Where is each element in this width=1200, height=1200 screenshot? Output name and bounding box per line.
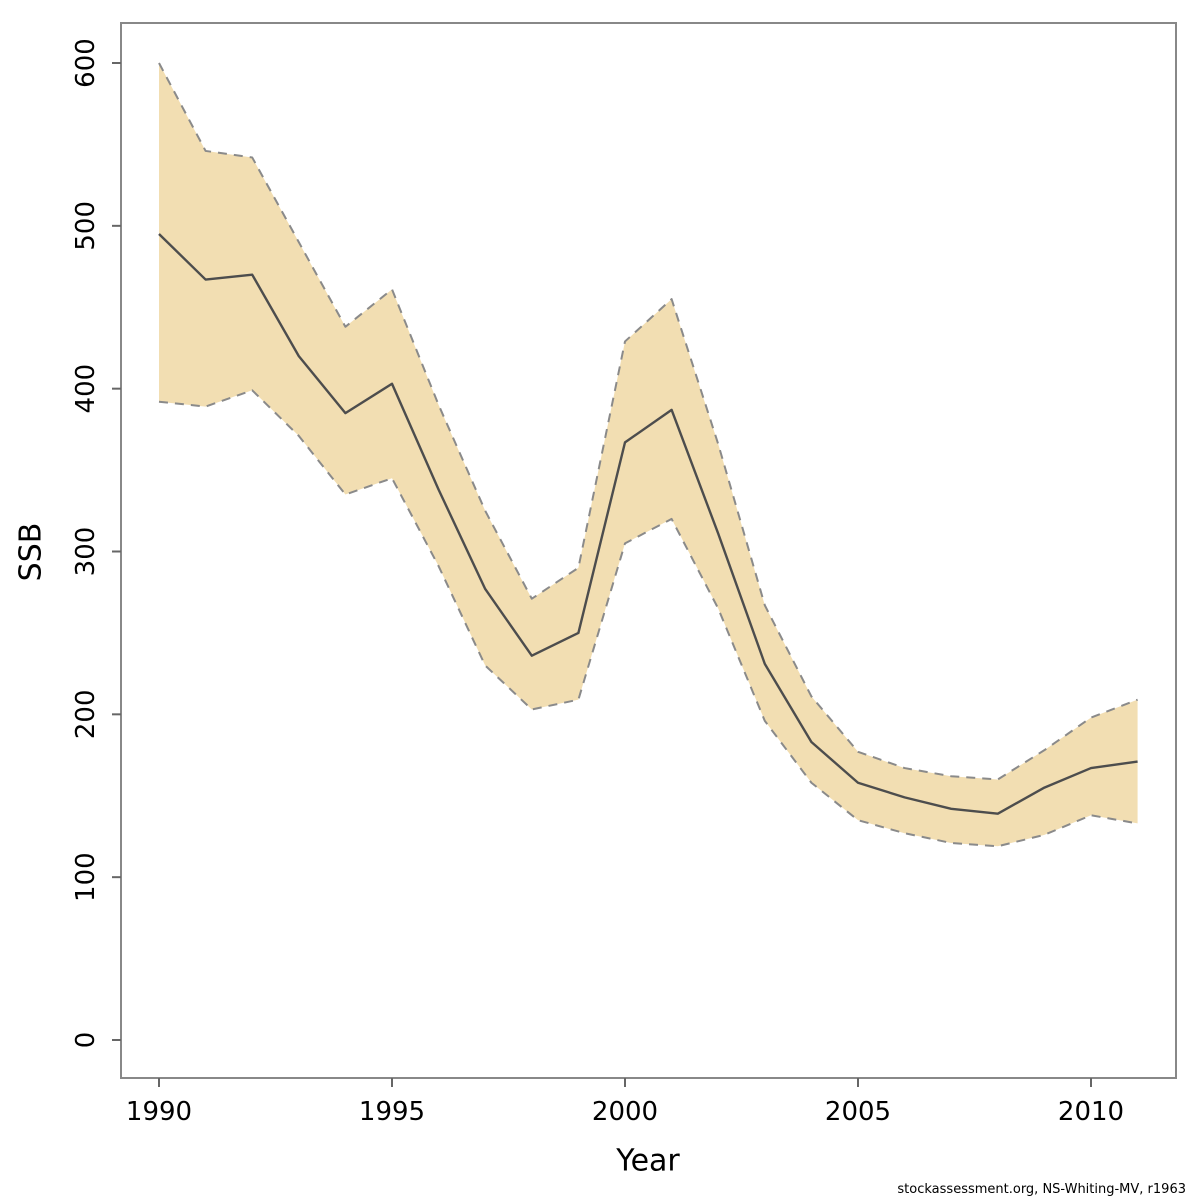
- y-axis-title: SSB: [13, 522, 49, 582]
- x-axis-title: Year: [616, 1143, 680, 1179]
- y-tick-label: 300: [71, 527, 101, 577]
- plot-frame: [120, 22, 1177, 1079]
- y-tick-label: 100: [71, 852, 101, 902]
- upper-confidence-line: [158, 62, 1138, 781]
- y-tick-label: 0: [71, 1032, 101, 1049]
- x-tick-label: 2005: [825, 1097, 891, 1127]
- x-tick-label: 1995: [359, 1097, 425, 1127]
- x-tick-label: 2010: [1058, 1097, 1124, 1127]
- y-tick-label: 200: [71, 690, 101, 740]
- median-line: [158, 233, 1138, 815]
- confidence-band: [159, 63, 1138, 847]
- lower-confidence-line: [158, 389, 1138, 848]
- y-tick-label: 500: [71, 201, 101, 251]
- x-tick-label: 1990: [126, 1097, 192, 1127]
- source-credit-text: stockassessment.org, NS-Whiting-MV, r196…: [897, 1182, 1186, 1197]
- y-tick-label: 600: [71, 38, 101, 88]
- x-tick-label: 2000: [592, 1097, 658, 1127]
- y-tick-label: 400: [71, 364, 101, 414]
